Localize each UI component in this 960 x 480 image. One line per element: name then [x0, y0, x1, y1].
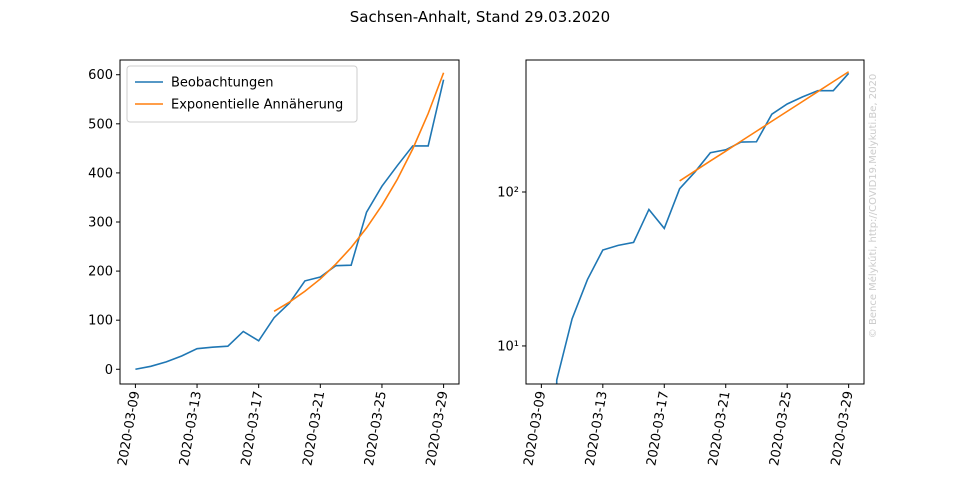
axes-frame — [119, 59, 460, 385]
y-tick-label: 400 — [88, 166, 113, 181]
y-tick-label: 200 — [88, 265, 113, 280]
plot-area — [555, 71, 850, 384]
y-tick-label: 500 — [88, 117, 113, 132]
watermark: © Bence Mélykúti, http://COVID19.Melykut… — [867, 74, 879, 338]
y-tick-label: 600 — [88, 68, 113, 83]
legend-label: Exponentielle Annäherung — [171, 98, 343, 113]
legend-label: Beobachtungen — [171, 76, 274, 91]
series-line — [555, 72, 850, 384]
figure-title: Sachsen-Anhalt, Stand 29.03.2020 — [350, 8, 610, 26]
y-tick-label: 10² — [497, 185, 519, 200]
series-line — [273, 72, 445, 313]
y-tick-label: 0 — [105, 363, 113, 378]
series-line — [135, 79, 445, 371]
y-tick-label: 10¹ — [497, 339, 519, 354]
series-line — [679, 71, 850, 182]
plot-area — [135, 72, 445, 371]
legend-box — [126, 65, 358, 123]
axes-frame — [525, 59, 865, 385]
y-tick-label: 300 — [88, 216, 113, 231]
y-tick-label: 100 — [88, 314, 113, 329]
